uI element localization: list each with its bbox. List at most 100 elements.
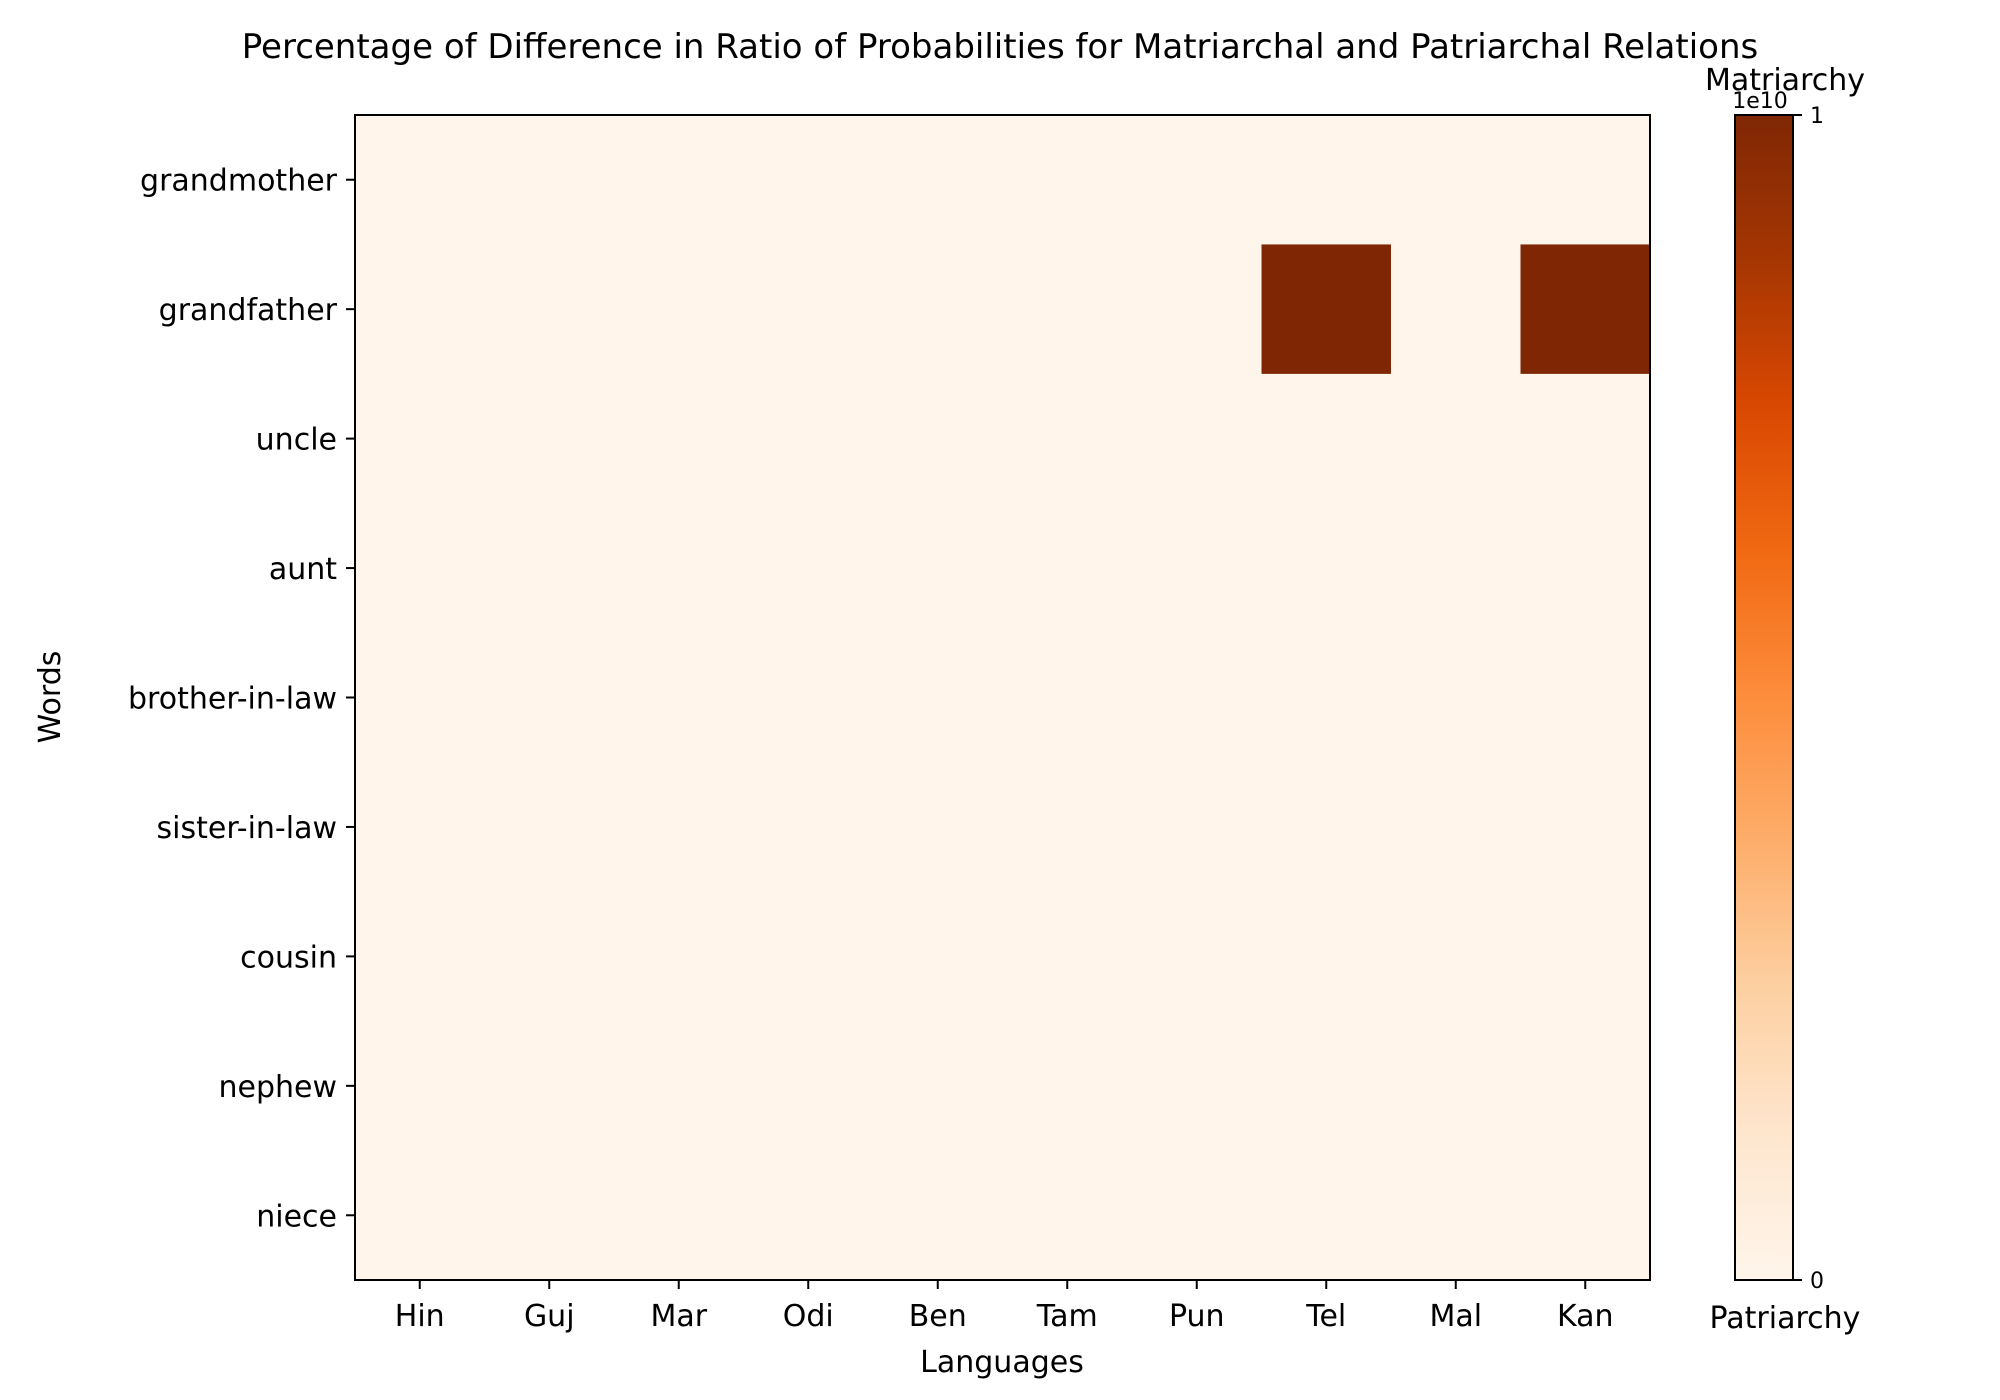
x-tick-label: Kan <box>1557 1299 1614 1334</box>
heatmap-cell-grandfather-Ben <box>873 244 1003 375</box>
heatmap-cell-grandmother-Tel <box>1261 115 1392 245</box>
heatmap-cell-cousin-Pun <box>1132 891 1262 1022</box>
heatmap-cell-cousin-Mar <box>614 891 744 1022</box>
y-tick-label: cousin <box>240 940 337 975</box>
heatmap-cell-aunt-Ben <box>873 503 1003 634</box>
heatmap-cell-grandfather-Tel <box>1261 244 1392 375</box>
x-tick-label: Hin <box>395 1299 445 1334</box>
heatmap-cell-uncle-Hin <box>355 373 485 504</box>
heatmap-cell-nephew-Pun <box>1132 1021 1262 1152</box>
heatmap-cell-brother-in-law-Ben <box>873 632 1003 763</box>
heatmap-cell-nephew-Kan <box>1520 1021 1651 1152</box>
heatmap-cell-nephew-Mar <box>614 1021 744 1152</box>
heatmap-cell-cousin-Mal <box>1391 891 1521 1022</box>
heatmap-cell-niece-Tel <box>1261 1150 1392 1281</box>
heatmap-cell-cousin-Tam <box>1002 891 1133 1022</box>
heatmap-cell-grandmother-Odi <box>743 115 874 245</box>
heatmap-cell-uncle-Mal <box>1391 373 1521 504</box>
heatmap-cell-aunt-Guj <box>484 503 615 634</box>
colorbar-tick-label-bottom: 0 <box>1810 1269 1824 1294</box>
heatmap-cell-grandmother-Tam <box>1002 115 1133 245</box>
heatmap-cell-niece-Guj <box>484 1150 615 1281</box>
heatmap-cell-grandfather-Mar <box>614 244 744 375</box>
heatmap-cell-grandmother-Guj <box>484 115 615 245</box>
colorbar-tick-label-top: 1 <box>1810 104 1824 129</box>
y-tick-label: uncle <box>256 423 337 458</box>
heatmap-cell-brother-in-law-Mal <box>1391 632 1521 763</box>
colorbar-bottom-label: Patriarchy <box>1710 1301 1861 1336</box>
heatmap-cell-sister-in-law-Mal <box>1391 762 1521 893</box>
heatmap-cell-grandfather-Kan <box>1520 244 1651 375</box>
y-axis-ticks: grandmother grandfather uncle aunt brother-i… <box>128 164 355 1234</box>
heatmap-cell-cousin-Guj <box>484 891 615 1022</box>
heatmap-cell-niece-Mar <box>614 1150 744 1281</box>
heatmap-cell-nephew-Tam <box>1002 1021 1133 1152</box>
heatmap-cell-brother-in-law-Odi <box>743 632 874 763</box>
heatmap-cell-grandmother-Mar <box>614 115 744 245</box>
heatmap-cell-uncle-Pun <box>1132 373 1262 504</box>
heatmap-cell-sister-in-law-Mar <box>614 762 744 893</box>
y-tick-label: grandfather <box>159 293 338 328</box>
heatmap-cell-aunt-Hin <box>355 503 485 634</box>
heatmap-cell-aunt-Tel <box>1261 503 1392 634</box>
chart-title: Percentage of Difference in Ratio of Pro… <box>242 27 1758 67</box>
heatmap-cell-grandfather-Odi <box>743 244 874 375</box>
heatmap-cell-cousin-Odi <box>743 891 874 1022</box>
heatmap-cell-uncle-Kan <box>1520 373 1651 504</box>
heatmap-cell-sister-in-law-Kan <box>1520 762 1651 893</box>
heatmap-cell-sister-in-law-Hin <box>355 762 485 893</box>
heatmap-cell-grandfather-Pun <box>1132 244 1262 375</box>
y-tick-label: sister-in-law <box>157 811 337 846</box>
heatmap-cell-uncle-Guj <box>484 373 615 504</box>
y-tick-label: niece <box>256 1199 337 1234</box>
heatmap-cell-niece-Hin <box>355 1150 485 1281</box>
heatmap-cell-sister-in-law-Tel <box>1261 762 1392 893</box>
heatmap-cell-grandfather-Guj <box>484 244 615 375</box>
heatmap-cell-niece-Pun <box>1132 1150 1262 1281</box>
heatmap-cell-brother-in-law-Guj <box>484 632 615 763</box>
heatmap-cell-brother-in-law-Tel <box>1261 632 1392 763</box>
colorbar-offset-label: 1e10 <box>1732 89 1788 114</box>
heatmap-cell-brother-in-law-Mar <box>614 632 744 763</box>
x-tick-label: Mar <box>650 1299 707 1334</box>
y-tick-label: nephew <box>218 1070 337 1105</box>
heatmap-cell-grandmother-Kan <box>1520 115 1651 245</box>
x-tick-label: Tam <box>1036 1299 1098 1334</box>
heatmap-cell-grandfather-Mal <box>1391 244 1521 375</box>
heatmap-cell-sister-in-law-Guj <box>484 762 615 893</box>
x-tick-label: Mal <box>1429 1299 1482 1334</box>
heatmap-cell-uncle-Tel <box>1261 373 1392 504</box>
x-tick-label: Pun <box>1169 1299 1225 1334</box>
heatmap-cell-uncle-Ben <box>873 373 1003 504</box>
colorbar <box>1734 114 1794 1281</box>
heatmap-cell-brother-in-law-Pun <box>1132 632 1262 763</box>
heatmap-cell-niece-Ben <box>873 1150 1003 1281</box>
x-tick-label: Guj <box>524 1299 575 1334</box>
colorbar-top-label: Matriarchy <box>1705 63 1865 98</box>
heatmap-cell-grandfather-Tam <box>1002 244 1133 375</box>
heatmap-cell-cousin-Ben <box>873 891 1003 1022</box>
heatmap-cell-uncle-Mar <box>614 373 744 504</box>
heatmap-cell-aunt-Kan <box>1520 503 1651 634</box>
heatmap-cell-uncle-Odi <box>743 373 874 504</box>
y-tick-label: brother-in-law <box>128 682 337 717</box>
heatmap-cell-nephew-Hin <box>355 1021 485 1152</box>
heatmap-cell-nephew-Ben <box>873 1021 1003 1152</box>
x-tick-label: Tel <box>1305 1299 1346 1334</box>
x-tick-label: Odi <box>783 1299 834 1334</box>
heatmap-cell-aunt-Odi <box>743 503 874 634</box>
heatmap-cell-niece-Odi <box>743 1150 874 1281</box>
heatmap-cell-niece-Kan <box>1520 1150 1651 1281</box>
heatmap-cell-cousin-Tel <box>1261 891 1392 1022</box>
heatmap-cell-aunt-Pun <box>1132 503 1262 634</box>
heatmap-cell-niece-Tam <box>1002 1150 1133 1281</box>
heatmap-cell-nephew-Tel <box>1261 1021 1392 1152</box>
heatmap-cell-nephew-Guj <box>484 1021 615 1152</box>
heatmap-cell-brother-in-law-Hin <box>355 632 485 763</box>
y-tick-label: grandmother <box>140 164 338 199</box>
heatmap-cell-sister-in-law-Pun <box>1132 762 1262 893</box>
x-axis-ticks: Hin Guj Mar Odi Ben Tam Pun Tel Mal Kan <box>395 1280 1614 1334</box>
heatmap-cell-grandmother-Hin <box>355 115 485 245</box>
heatmap-cell-grandmother-Mal <box>1391 115 1521 245</box>
